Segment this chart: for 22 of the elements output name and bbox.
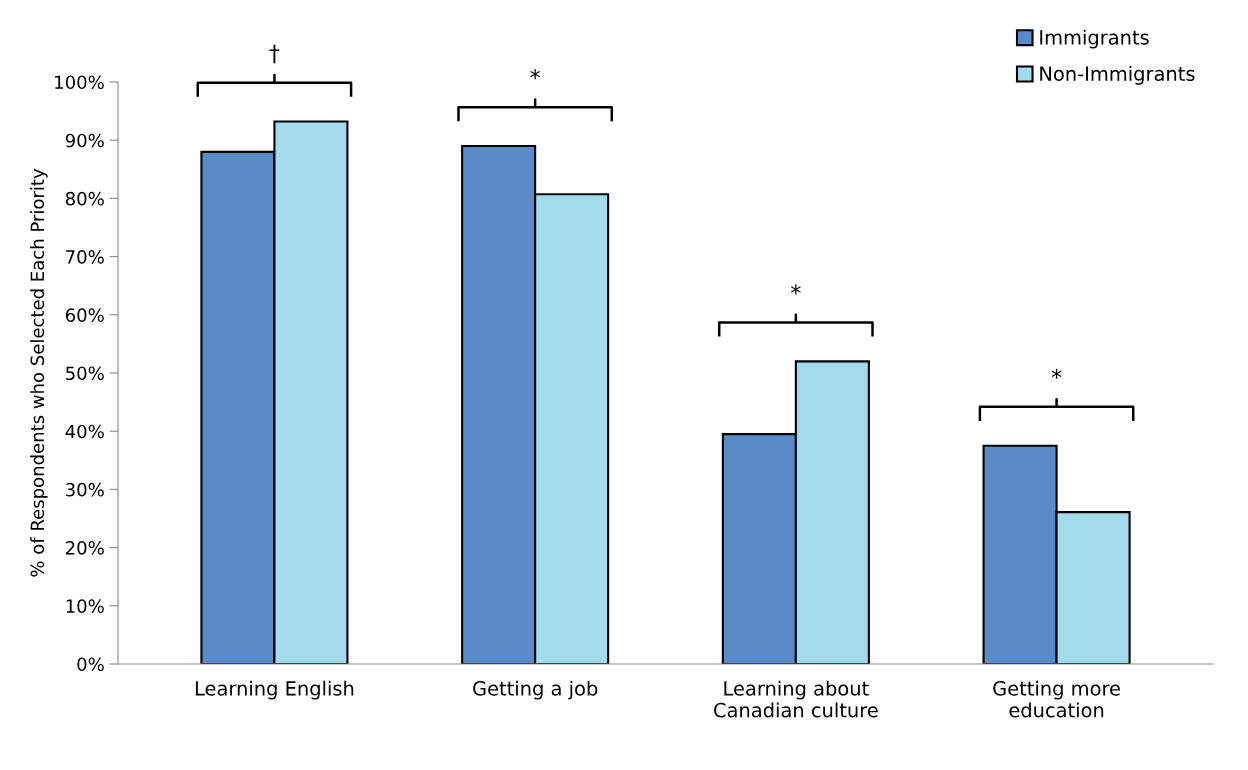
- text: *: [530, 68, 541, 80]
- y-tick-label: 30%: [66, 482, 104, 497]
- y-tick-label: 70%: [66, 250, 104, 264]
- y-tick-label: 20%: [66, 541, 104, 555]
- legend-label: Immigrants: [1040, 29, 1149, 49]
- y-tick-label: 80%: [65, 191, 104, 206]
- x-tick-label: Learning English: [195, 680, 354, 700]
- y-tick-label: 60%: [65, 308, 104, 322]
- y-tick-label: 0%: [77, 657, 104, 672]
- x-tick-label: Learning about Canadian culture: [714, 680, 878, 718]
- x-tick-label: Getting a job: [473, 680, 598, 700]
- y-tick-label: 40%: [65, 424, 104, 439]
- y-axis-title: % of Respondents who Selected Each Priority: [30, 168, 48, 577]
- legend-label: Non-Immigrants: [1040, 65, 1195, 85]
- annotation: *: [1051, 368, 1062, 379]
- y-tick-label: 90%: [65, 133, 104, 148]
- y-tick-label: 10%: [66, 599, 104, 613]
- annotation: *: [790, 284, 801, 295]
- y-tick-label: 50%: [66, 366, 104, 381]
- x-tick-label: Getting more education: [993, 680, 1120, 718]
- y-tick-label: 100%: [55, 75, 104, 90]
- text: †: [269, 44, 280, 64]
